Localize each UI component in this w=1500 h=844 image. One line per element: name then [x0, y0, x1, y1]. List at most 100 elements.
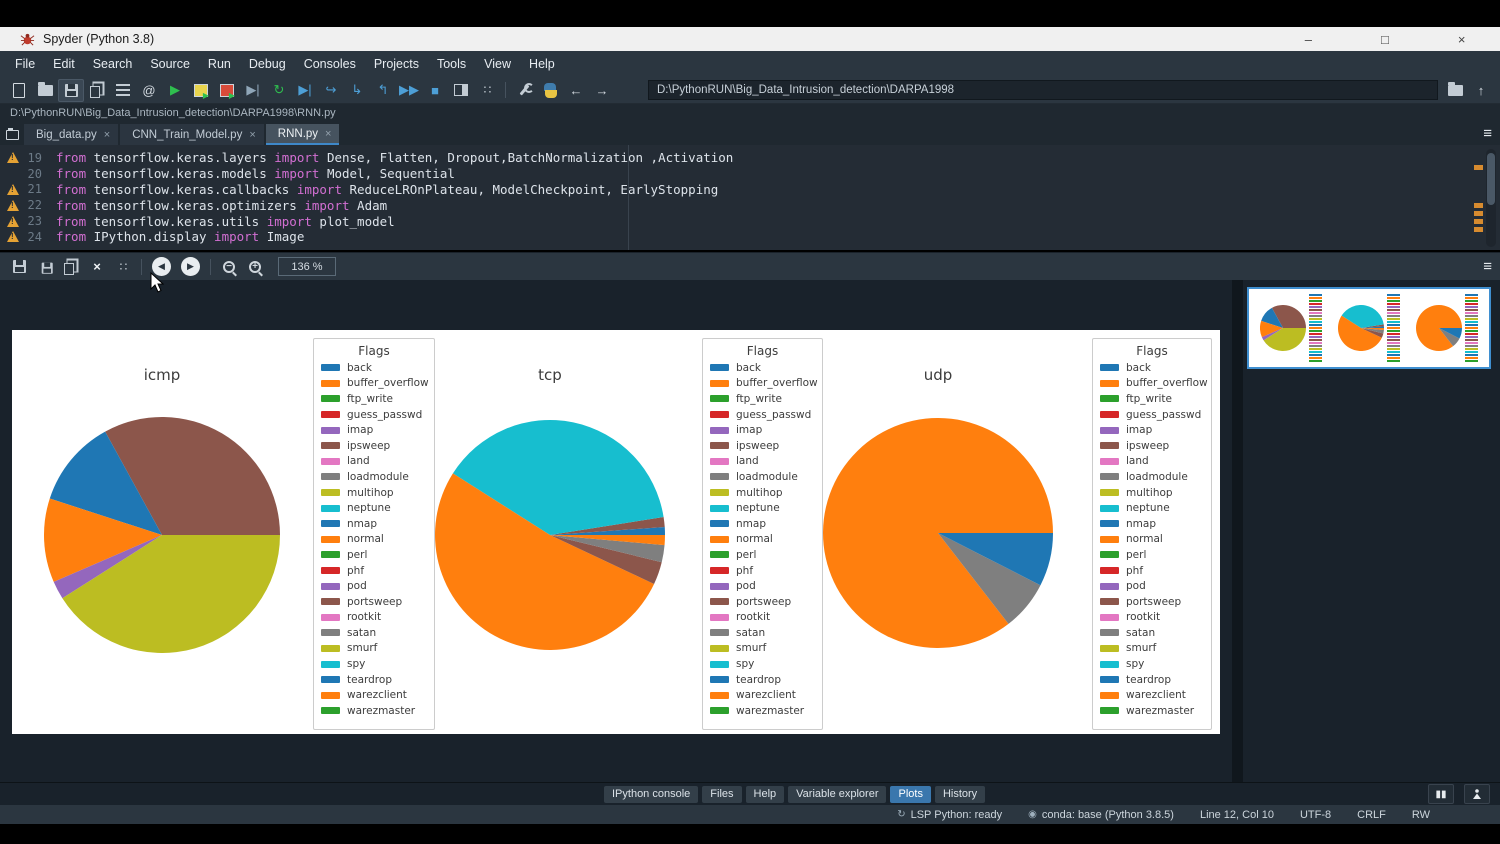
save-plot-icon[interactable] — [6, 255, 32, 278]
run-selection-icon[interactable]: ▶| — [246, 82, 260, 97]
pane-splitter[interactable] — [1232, 280, 1243, 782]
previous-plot-icon[interactable]: ◀ — [152, 257, 171, 276]
code-line-19[interactable]: 19 from tensorflow.keras.layers import De… — [0, 150, 1500, 166]
menu-item-help[interactable]: Help — [520, 53, 564, 75]
menu-item-file[interactable]: File — [6, 53, 44, 75]
accessibility-icon[interactable] — [1464, 784, 1490, 804]
continue-icon[interactable]: ▶▶ — [399, 82, 419, 97]
legend-label: perl — [736, 548, 757, 561]
maximize-button[interactable]: □ — [1381, 31, 1389, 47]
maximize-pane-icon[interactable]: ∷ — [483, 83, 492, 97]
open-file-icon[interactable] — [32, 79, 58, 102]
legend-entry-buffer_overflow: buffer_overflow — [710, 376, 818, 392]
zoom-level-input[interactable] — [278, 257, 336, 276]
step-over-icon[interactable]: ↪ — [325, 82, 337, 97]
code-line-24[interactable]: 24 from IPython.display import Image — [0, 229, 1500, 245]
plots-options-icon[interactable]: ≡ — [1483, 258, 1492, 275]
menu-item-edit[interactable]: Edit — [44, 53, 84, 75]
thumb-group-tcp — [1338, 293, 1400, 363]
step-return-icon[interactable]: ↰ — [377, 82, 389, 97]
menu-item-projects[interactable]: Projects — [365, 53, 428, 75]
pie-slice-normal — [1260, 320, 1283, 338]
pane-tab-help[interactable]: Help — [745, 786, 785, 803]
outline-icon[interactable] — [110, 79, 136, 102]
run-cell-icon[interactable] — [188, 79, 214, 102]
new-file-icon[interactable] — [6, 79, 32, 102]
debug-file-icon[interactable]: ▶| — [298, 82, 312, 97]
fit-plot-icon[interactable]: ∷ — [119, 259, 128, 274]
menu-item-run[interactable]: Run — [199, 53, 240, 75]
save-all-plots-icon[interactable] — [32, 255, 58, 278]
menu-item-tools[interactable]: Tools — [428, 53, 475, 75]
legend-swatch — [1100, 520, 1119, 528]
legend-entry-perl: perl — [710, 547, 815, 563]
code-line-20[interactable]: 20 from tensorflow.keras.models import Mo… — [0, 166, 1500, 182]
pie-slice-normal — [823, 418, 1053, 648]
menu-item-view[interactable]: View — [475, 53, 520, 75]
pane-tab-plots[interactable]: Plots — [890, 786, 931, 803]
code-line-21[interactable]: 21 from tensorflow.keras.callbacks import… — [0, 182, 1500, 198]
legend-entry-imap: imap — [710, 422, 815, 438]
run-cell-advance-icon[interactable] — [214, 79, 240, 102]
close-button[interactable]: × — [1457, 31, 1466, 47]
menu-item-source[interactable]: Source — [141, 53, 199, 75]
legend-swatch — [321, 473, 340, 481]
legend-title: Flags — [746, 344, 779, 358]
legend-label: imap — [347, 424, 374, 437]
pane-tab-variable-explorer[interactable]: Variable explorer — [788, 786, 887, 803]
step-into-icon[interactable]: ↳ — [351, 82, 363, 97]
pie-slice-normal — [1338, 315, 1382, 351]
legend-swatch — [1100, 707, 1119, 715]
minimize-button[interactable]: – — [1304, 31, 1312, 47]
close-icon[interactable]: × — [103, 128, 111, 141]
editor-options-icon[interactable]: ≡ — [1483, 125, 1492, 142]
save-all-icon[interactable] — [84, 79, 110, 102]
run-file-icon[interactable]: ▶ — [170, 82, 180, 97]
stop-debug-icon[interactable]: ■ — [431, 82, 439, 98]
pause-icon[interactable]: ▮▮ — [1428, 784, 1454, 804]
legend-swatch — [321, 457, 340, 465]
menu-item-search[interactable]: Search — [84, 53, 142, 75]
legend-label: guess_passwd — [736, 408, 812, 421]
editor-tab-big-data-py[interactable]: Big_data.py × — [24, 124, 119, 145]
plot-thumbnail-selected[interactable] — [1247, 287, 1491, 369]
legend-swatch — [710, 613, 729, 621]
code-line-23[interactable]: 23 from tensorflow.keras.utils import plo… — [0, 213, 1500, 229]
code-editor[interactable]: 19 from tensorflow.keras.layers import De… — [0, 145, 1500, 250]
menu-item-debug[interactable]: Debug — [240, 53, 295, 75]
python-path-icon[interactable] — [537, 79, 563, 102]
pane-tab-files[interactable]: Files — [702, 786, 742, 803]
working-directory-input[interactable] — [648, 80, 1438, 100]
editor-tab-rnn-py[interactable]: RNN.py × — [265, 124, 340, 145]
zoom-in-icon[interactable]: + — [242, 255, 268, 278]
next-plot-icon[interactable]: ▶ — [181, 257, 200, 276]
editor-scrollbar-thumb[interactable] — [1487, 153, 1495, 205]
code-line-22[interactable]: 22 from tensorflow.keras.optimizers impor… — [0, 197, 1500, 213]
legend-label: warezmaster — [347, 704, 416, 717]
floppy-glyph — [12, 260, 26, 273]
parent-directory-icon[interactable]: ↑ — [1477, 83, 1485, 98]
copy-plot-icon[interactable] — [58, 255, 84, 278]
find-symbols-icon[interactable]: @ — [142, 82, 156, 98]
forward-icon[interactable]: → — [595, 82, 609, 98]
new-window-icon[interactable] — [448, 79, 474, 102]
zoom-out-icon[interactable]: − — [216, 255, 242, 278]
legend-swatch — [710, 520, 729, 528]
close-icon[interactable]: × — [325, 127, 332, 140]
remove-plot-icon[interactable]: × — [93, 259, 101, 274]
editor-tab-cnn-train-model-py[interactable]: CNN_Train_Model.py × — [120, 124, 264, 145]
save-file-icon[interactable] — [58, 78, 84, 102]
back-icon[interactable]: ← — [569, 82, 583, 98]
wrench-glyph — [517, 83, 534, 97]
close-icon[interactable]: × — [249, 128, 256, 141]
pane-tab-ipython-console[interactable]: IPython console — [604, 786, 699, 803]
browse-directory-icon[interactable] — [1442, 79, 1468, 102]
thumb-pie-udp — [1416, 305, 1462, 351]
file-switcher-icon[interactable] — [0, 125, 24, 145]
legend-entry-portsweep: portsweep — [1100, 594, 1204, 610]
rerun-cell-icon[interactable]: ↻ — [273, 82, 285, 97]
preferences-icon[interactable] — [511, 79, 537, 102]
pane-tab-history[interactable]: History — [934, 786, 986, 803]
menu-item-consoles[interactable]: Consoles — [295, 53, 365, 75]
